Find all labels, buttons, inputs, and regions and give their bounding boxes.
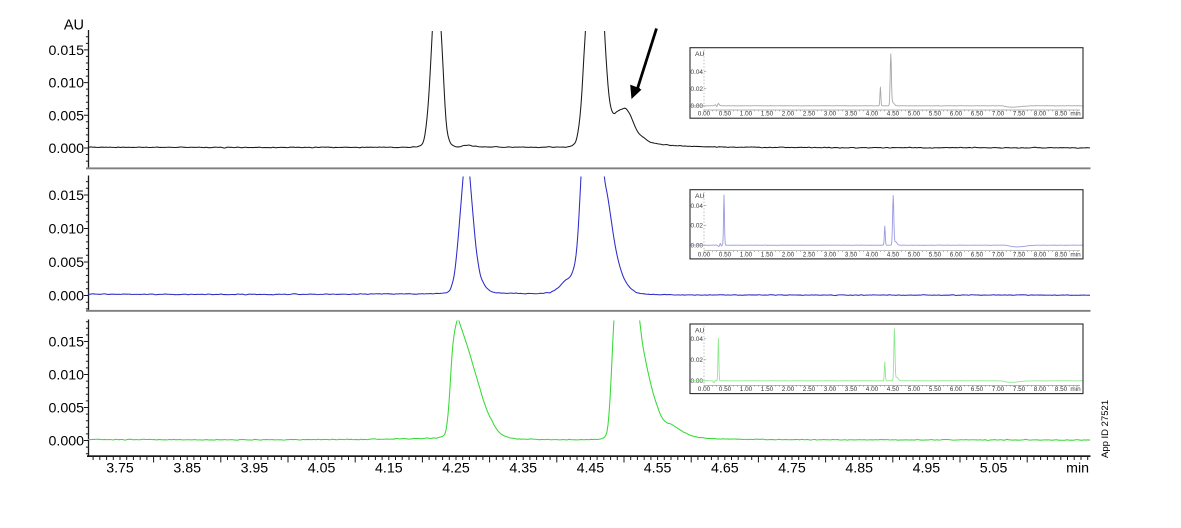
svg-text:0.04: 0.04 — [691, 336, 704, 343]
svg-text:4.65: 4.65 — [711, 461, 739, 477]
svg-text:0.005: 0.005 — [48, 108, 84, 124]
svg-text:AU: AU — [64, 18, 84, 34]
svg-text:0.00: 0.00 — [691, 103, 704, 110]
svg-text:4.50: 4.50 — [887, 386, 900, 393]
svg-text:0.00: 0.00 — [698, 111, 711, 118]
svg-text:7.00: 7.00 — [992, 251, 1005, 258]
svg-text:8.00: 8.00 — [1034, 251, 1047, 258]
svg-text:6.50: 6.50 — [971, 386, 984, 393]
svg-text:0.04: 0.04 — [691, 203, 704, 210]
svg-text:1.50: 1.50 — [761, 386, 774, 393]
svg-text:1.00: 1.00 — [740, 111, 753, 118]
svg-text:4.00: 4.00 — [866, 111, 879, 118]
svg-text:4.50: 4.50 — [887, 111, 900, 118]
svg-text:8.50: 8.50 — [1055, 251, 1068, 258]
svg-text:AU: AU — [695, 193, 705, 200]
svg-text:1.00: 1.00 — [740, 386, 753, 393]
svg-text:8.00: 8.00 — [1034, 111, 1047, 118]
svg-text:0.00: 0.00 — [691, 378, 704, 385]
svg-text:3.75: 3.75 — [106, 461, 134, 477]
svg-text:0.50: 0.50 — [719, 386, 732, 393]
svg-text:5.00: 5.00 — [908, 386, 921, 393]
svg-text:0.04: 0.04 — [691, 69, 704, 76]
svg-text:4.45: 4.45 — [577, 461, 605, 477]
svg-text:6.00: 6.00 — [950, 251, 963, 258]
svg-text:3.00: 3.00 — [824, 111, 837, 118]
svg-text:4.75: 4.75 — [778, 461, 806, 477]
svg-text:4.00: 4.00 — [866, 386, 879, 393]
svg-text:7.00: 7.00 — [992, 386, 1005, 393]
svg-text:2.50: 2.50 — [803, 111, 816, 118]
svg-text:4.95: 4.95 — [913, 461, 941, 477]
svg-text:AU: AU — [695, 328, 705, 335]
svg-text:3.50: 3.50 — [845, 386, 858, 393]
svg-text:7.50: 7.50 — [1013, 111, 1026, 118]
svg-text:5.50: 5.50 — [929, 251, 942, 258]
svg-text:8.50: 8.50 — [1055, 386, 1068, 393]
svg-text:2.00: 2.00 — [782, 251, 795, 258]
svg-text:0.015: 0.015 — [48, 188, 84, 204]
svg-text:3.85: 3.85 — [173, 461, 201, 477]
svg-text:2.00: 2.00 — [782, 111, 795, 118]
svg-text:1.50: 1.50 — [761, 251, 774, 258]
svg-text:4.00: 4.00 — [866, 251, 879, 258]
svg-text:0.00: 0.00 — [698, 386, 711, 393]
svg-text:0.015: 0.015 — [48, 43, 84, 59]
svg-text:AU: AU — [695, 51, 705, 58]
svg-text:2.50: 2.50 — [803, 386, 816, 393]
svg-text:0.010: 0.010 — [48, 76, 84, 92]
svg-text:1.00: 1.00 — [740, 251, 753, 258]
svg-text:3.50: 3.50 — [845, 111, 858, 118]
svg-text:8.50: 8.50 — [1055, 111, 1068, 118]
svg-text:0.00: 0.00 — [691, 243, 704, 250]
svg-text:min: min — [1066, 461, 1089, 477]
svg-text:0.50: 0.50 — [719, 111, 732, 118]
svg-text:3.00: 3.00 — [824, 386, 837, 393]
svg-text:2.50: 2.50 — [803, 251, 816, 258]
svg-text:3.50: 3.50 — [845, 251, 858, 258]
svg-text:0.02: 0.02 — [691, 86, 704, 93]
svg-text:5.00: 5.00 — [908, 111, 921, 118]
svg-text:3.95: 3.95 — [241, 461, 269, 477]
svg-text:0.010: 0.010 — [48, 368, 84, 384]
svg-text:0.000: 0.000 — [48, 434, 84, 450]
svg-text:4.15: 4.15 — [375, 461, 403, 477]
svg-text:7.50: 7.50 — [1013, 251, 1026, 258]
svg-text:6.50: 6.50 — [971, 251, 984, 258]
svg-text:1.50: 1.50 — [761, 111, 774, 118]
svg-text:0.02: 0.02 — [691, 223, 704, 230]
svg-text:4.55: 4.55 — [644, 461, 672, 477]
svg-text:0.000: 0.000 — [48, 289, 84, 305]
svg-text:min: min — [1070, 111, 1081, 118]
svg-text:5.50: 5.50 — [929, 386, 942, 393]
svg-text:4.35: 4.35 — [509, 461, 537, 477]
svg-text:5.50: 5.50 — [929, 111, 942, 118]
svg-text:6.50: 6.50 — [971, 111, 984, 118]
svg-text:7.50: 7.50 — [1013, 386, 1026, 393]
svg-text:6.00: 6.00 — [950, 111, 963, 118]
svg-text:0.005: 0.005 — [48, 401, 84, 417]
svg-text:4.25: 4.25 — [442, 461, 470, 477]
svg-text:min: min — [1070, 386, 1081, 393]
svg-text:4.05: 4.05 — [308, 461, 336, 477]
svg-text:0.00: 0.00 — [698, 251, 711, 258]
svg-text:3.00: 3.00 — [824, 251, 837, 258]
svg-text:7.00: 7.00 — [992, 111, 1005, 118]
svg-text:min: min — [1070, 251, 1081, 258]
svg-text:5.00: 5.00 — [908, 251, 921, 258]
svg-text:0.010: 0.010 — [48, 222, 84, 238]
svg-text:2.00: 2.00 — [782, 386, 795, 393]
svg-text:App ID 27521: App ID 27521 — [1100, 400, 1111, 458]
svg-text:4.85: 4.85 — [845, 461, 873, 477]
svg-text:8.00: 8.00 — [1034, 386, 1047, 393]
svg-text:0.50: 0.50 — [719, 251, 732, 258]
svg-text:5.05: 5.05 — [980, 461, 1008, 477]
svg-text:0.005: 0.005 — [48, 255, 84, 271]
svg-text:0.015: 0.015 — [48, 335, 84, 351]
svg-text:4.50: 4.50 — [887, 251, 900, 258]
svg-text:0.000: 0.000 — [48, 141, 84, 157]
svg-text:6.00: 6.00 — [950, 386, 963, 393]
svg-text:0.02: 0.02 — [691, 357, 704, 364]
